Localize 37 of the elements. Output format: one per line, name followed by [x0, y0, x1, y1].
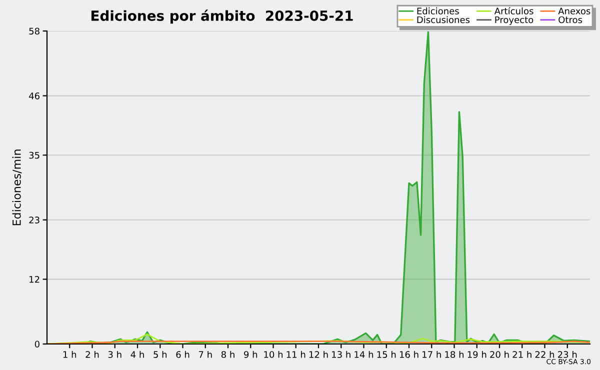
x-tick-label: 9 h — [244, 350, 258, 358]
y-tick-label: 46 — [29, 92, 40, 100]
legend-label: Proyecto — [495, 16, 534, 25]
chart-title: Ediciones por ámbito 2023-05-21 — [92, 10, 353, 24]
x-tick-label: 23 h — [558, 350, 577, 358]
y-tick-label: 35 — [29, 152, 40, 159]
x-tick-label: 8 h — [221, 350, 234, 358]
legend-label: Otros — [558, 16, 582, 24]
x-tick-label: 17 h — [422, 350, 441, 358]
y-tick-label: 0 — [34, 340, 40, 348]
x-tick-label: 10 h — [264, 350, 283, 358]
legend-label: Artículos — [494, 7, 534, 14]
x-tick-label: 12 h — [309, 350, 328, 358]
x-tick-label: 21 h — [512, 350, 532, 358]
x-tick-label: 22 h — [535, 350, 554, 358]
x-tick-label: 1 h — [63, 350, 76, 358]
x-tick-label: 5 h — [154, 350, 167, 358]
x-tick-label: 3 h — [108, 350, 122, 358]
legend-label: Anexos — [558, 8, 590, 14]
x-tick-label: 2 h — [86, 350, 99, 358]
x-tick-label: 20 h — [490, 350, 509, 358]
x-tick-label: 19 h — [468, 350, 486, 358]
x-tick-label: 4 h — [130, 350, 144, 358]
y-axis-title: Ediciones/min — [12, 150, 22, 226]
x-tick-label: 6 h — [176, 350, 190, 358]
x-tick-label: 18 h — [445, 350, 464, 358]
x-tick-label: 11 h — [286, 350, 306, 358]
legend-label: Discusiones — [417, 16, 470, 24]
x-tick-label: 13 h — [332, 350, 350, 358]
x-tick-label: 16 h — [400, 350, 418, 358]
y-tick-label: 12 — [30, 276, 40, 283]
x-tick-label: 15 h — [377, 350, 396, 358]
x-tick-label: 14 h — [354, 350, 374, 358]
legend-label: Ediciones — [417, 7, 459, 14]
y-tick-label: 58 — [29, 28, 40, 35]
y-tick-label: 23 — [29, 216, 40, 224]
x-tick-label: 7 h — [198, 350, 212, 358]
